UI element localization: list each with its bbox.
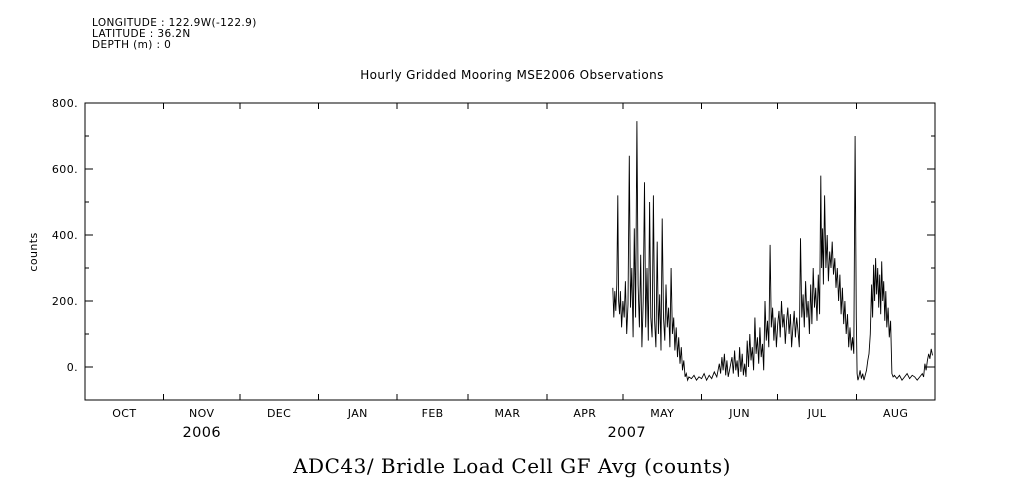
x-year-label: 2007 bbox=[607, 425, 646, 441]
x-tick-label: DEC bbox=[267, 407, 291, 420]
x-tick-label: MAY bbox=[650, 407, 674, 420]
y-tick-label: 200. bbox=[52, 295, 78, 308]
y-tick-label: 600. bbox=[52, 163, 78, 176]
bottom-title: ADC43/ Bridle Load Cell GF Avg (counts) bbox=[292, 454, 731, 478]
x-tick-label: MAR bbox=[495, 407, 521, 420]
header-depth: DEPTH (m) : 0 bbox=[92, 39, 171, 51]
x-tick-label: NOV bbox=[189, 407, 214, 420]
chart-title: Hourly Gridded Mooring MSE2006 Observati… bbox=[360, 68, 664, 82]
y-tick-label: 800. bbox=[52, 97, 78, 110]
x-year-label: 2006 bbox=[182, 425, 221, 441]
x-tick-label: APR bbox=[573, 407, 596, 420]
plot-frame bbox=[84, 102, 936, 401]
x-tick-label: FEB bbox=[422, 407, 444, 420]
y-axis-label: counts bbox=[27, 232, 40, 271]
plot-area: 0. 200. 400. 600. 800. OCT NOV DEC JAN FEB MAR APR M… bbox=[52, 97, 936, 441]
x-tick-label: JUN bbox=[728, 407, 750, 420]
x-tick-label: AUG bbox=[883, 407, 908, 420]
x-tick-label: JAN bbox=[347, 407, 368, 420]
data-series-line bbox=[612, 121, 933, 382]
y-tick-label: 0. bbox=[67, 361, 78, 374]
header-longitude: LONGITUDE : 122.9W(-122.9) bbox=[92, 17, 257, 29]
x-tick-label: JUL bbox=[807, 407, 827, 420]
y-tick-label: 400. bbox=[52, 229, 78, 242]
header-latitude: LATITUDE : 36.2N bbox=[92, 28, 191, 40]
x-tick-label: OCT bbox=[112, 407, 136, 420]
